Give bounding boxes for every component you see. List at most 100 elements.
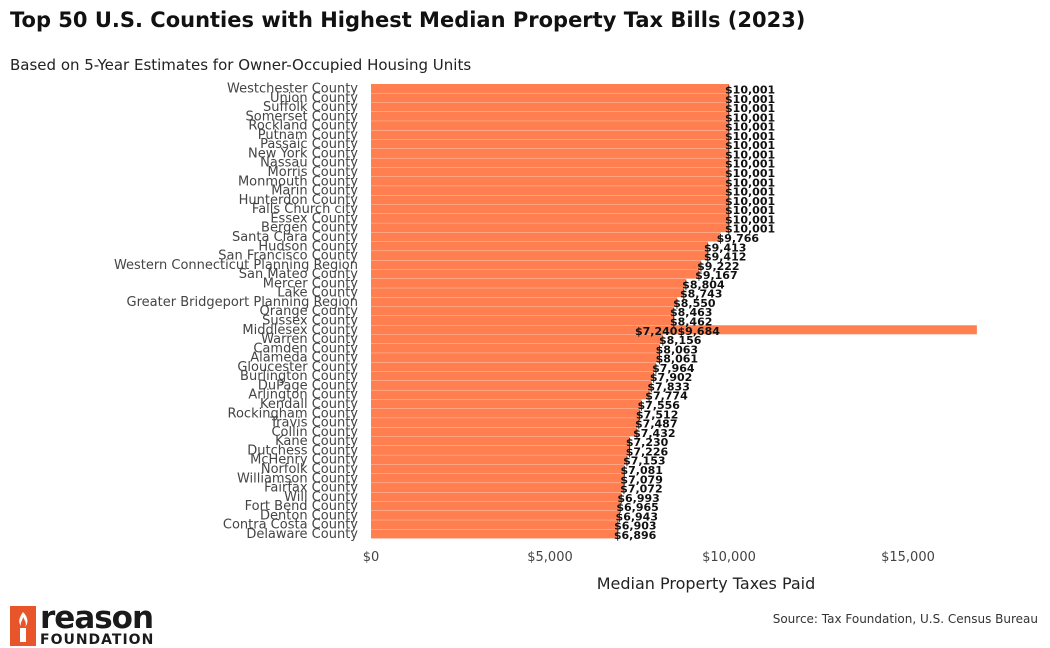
value-label: $10,001 [725, 158, 775, 171]
category-label: Burlington County [240, 369, 358, 384]
value-label: $6,965 [616, 501, 658, 514]
bar [371, 427, 638, 437]
bar [371, 111, 730, 121]
bar [371, 371, 654, 381]
bar [371, 223, 730, 233]
bar [371, 520, 619, 530]
category-label: Kendall County [260, 397, 358, 412]
bar [371, 445, 630, 455]
bar [371, 167, 730, 177]
value-label: $8,804 [682, 278, 725, 291]
bar [371, 501, 621, 511]
bar [371, 343, 660, 353]
category-label: Suffolk County [263, 100, 358, 115]
category-label: Fort Bend County [245, 499, 359, 514]
category-label: Collin County [271, 425, 358, 440]
logo-wordmark: reason [40, 600, 154, 636]
category-label: Kane County [275, 434, 358, 449]
category-label: Monmouth County [238, 174, 358, 189]
value-label: $6,943 [616, 510, 658, 523]
value-label: $7,964 [652, 362, 695, 375]
value-label: $7,153 [623, 455, 665, 468]
bar [371, 176, 730, 186]
value-label: $8,463 [670, 306, 712, 319]
category-label: Orange County [260, 304, 359, 319]
bar [371, 297, 678, 307]
bar [371, 316, 674, 325]
category-label: Denton County [260, 508, 358, 523]
category-label: Passaic County [260, 137, 358, 152]
category-label: Alameda County [250, 351, 358, 366]
category-label: Rockland County [248, 119, 358, 134]
bar [371, 325, 977, 335]
value-label: $8,061 [656, 353, 698, 366]
bar [371, 492, 622, 502]
value-label: $10,001 [725, 186, 775, 199]
value-label: $8,550 [673, 297, 716, 310]
value-label: $7,226 [626, 445, 669, 458]
category-label: Western Connecticut Planning Region [114, 258, 358, 273]
bar [371, 232, 721, 242]
value-label: $6,993 [617, 492, 659, 505]
bar [371, 139, 730, 149]
bar [371, 278, 687, 288]
category-label: Middlesex County [242, 323, 358, 338]
bar [371, 399, 642, 409]
category-label: Norfolk County [261, 462, 358, 477]
value-label: $6,896 [614, 529, 657, 542]
category-label: Westchester County [227, 82, 358, 97]
bar [371, 483, 625, 493]
category-label: Putnam County [258, 128, 359, 143]
value-label: $10,001 [725, 84, 775, 97]
bar [371, 186, 730, 196]
value-label: $10,001 [725, 176, 775, 189]
bar [371, 380, 652, 390]
category-label: Camden County [253, 341, 358, 356]
category-label: Contra Costa County [223, 518, 358, 533]
bars-layer [371, 84, 977, 539]
value-label: $7,230 [626, 436, 669, 449]
value-label: $7,902 [650, 371, 692, 384]
value-label: $7,240$9,684 [635, 325, 720, 338]
bar [371, 148, 730, 158]
chart-subtitle: Based on 5-Year Estimates for Owner-Occu… [10, 56, 472, 74]
value-label: $7,556 [638, 399, 681, 412]
category-label: Essex County [270, 211, 358, 226]
value-label: $10,001 [725, 223, 775, 236]
bar [371, 130, 730, 140]
category-label: San Francisco County [218, 249, 358, 264]
bar [371, 102, 730, 112]
value-label: $9,222 [697, 260, 739, 273]
category-label: Sussex County [262, 314, 358, 329]
value-label: $7,774 [645, 390, 688, 403]
bar [371, 251, 708, 261]
category-label: Warren County [261, 332, 358, 347]
x-tick-label: $10,000 [702, 550, 756, 565]
bar [371, 84, 730, 93]
category-label: Marin County [271, 184, 358, 199]
value-label: $10,001 [725, 195, 775, 208]
x-tick-label: $5,000 [527, 550, 573, 565]
value-label: $10,001 [725, 102, 775, 115]
value-label: $8,156 [659, 334, 702, 347]
bar [371, 213, 730, 223]
x-tick-label: $15,000 [881, 550, 935, 565]
bar [371, 510, 620, 520]
bar [371, 418, 640, 428]
logo-subwordmark: FOUNDATION [40, 632, 155, 648]
bar [371, 121, 730, 131]
x-axis-ticks: $0 $5,000 $10,000 $15,000 [363, 550, 935, 565]
value-label: $9,413 [704, 241, 746, 254]
value-label: $7,432 [633, 427, 675, 440]
value-label: $10,001 [725, 148, 775, 161]
category-label: Morris County [268, 165, 359, 180]
bar [371, 260, 702, 270]
torch-icon [10, 606, 36, 646]
category-label: Hudson County [258, 239, 358, 254]
category-label: Williamson County [237, 471, 358, 486]
category-label: Santa Clara County [232, 230, 358, 245]
category-label: Travis County [269, 416, 358, 431]
value-label: $8,462 [670, 316, 712, 329]
